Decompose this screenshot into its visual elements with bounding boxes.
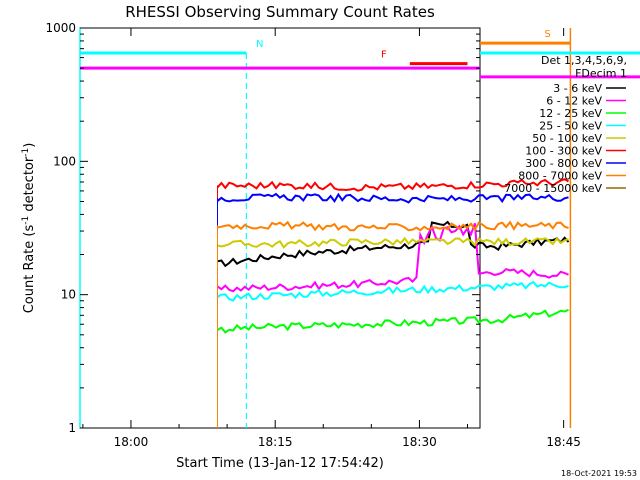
series-line-7 [217,220,569,232]
plot-frame [79,27,481,429]
series-line-4 [217,236,569,249]
flag-label: N [256,39,263,50]
instrument-vlines [79,28,572,428]
chart-title: RHESSI Observing Summary Count Rates [125,3,435,21]
series-line-5 [216,178,570,192]
y-tick-label: 1000 [45,21,76,35]
legend-header-1: Det 1,3,4,5,6,9, [541,54,627,67]
x-tick-label: 18:30 [402,435,437,449]
series-line-0 [217,220,570,268]
data-series [216,178,570,428]
y-tick-label: 10 [61,288,76,302]
series-line-1 [216,222,569,293]
y-axis-label: Count Rate (s-1 detector-1) [21,143,37,314]
x-tick-label: 18:45 [546,435,581,449]
legend-entry-label: 300 - 800 keV [525,157,602,170]
legend-entry-label: 7000 - 15000 keV [504,182,602,195]
legend-entry-label: 6 - 12 keV [546,95,602,108]
x-tick-label: 18:15 [258,435,293,449]
flag-label: F [381,50,387,61]
series-line-6 [216,192,569,204]
y-tick-label: 1 [68,421,76,435]
legend-header-2: FDecim 1 [575,67,627,80]
y-axis: 1 10 100 1000 [45,21,480,435]
timestamp: 18-Oct-2021 19:53 [561,469,637,478]
legend-entry-label: 25 - 50 keV [539,120,602,133]
x-tick-label: 18:00 [114,435,149,449]
x-axis-label: Start Time (13-Jan-12 17:54:42) [176,456,384,471]
y-tick-label: 100 [53,154,76,168]
legend-entry-label: 50 - 100 keV [532,132,602,145]
series-line-3 [216,280,569,302]
legend-entry-label: 100 - 300 keV [525,145,602,158]
flag-label: S [544,29,550,40]
legend-entry-label: 800 - 7000 keV [518,170,602,183]
legend-entry-label: 3 - 6 keV [553,82,602,95]
flag-bars: NA0A1SF [80,29,640,428]
series-line-2 [216,308,569,334]
legend-entry-label: 12 - 25 keV [539,107,602,120]
